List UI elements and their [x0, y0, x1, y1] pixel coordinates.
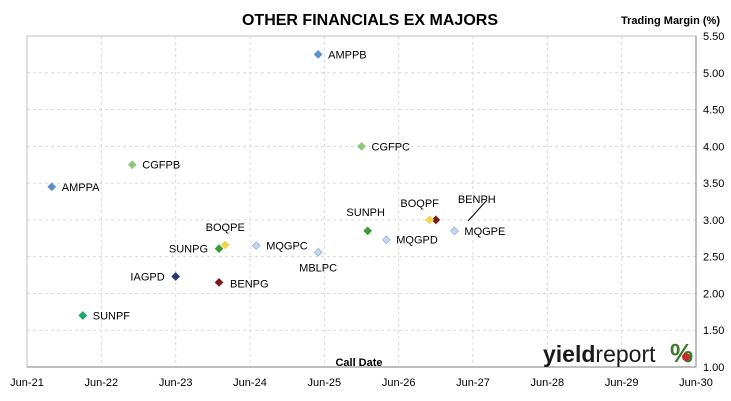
y-tick-label: 3.00 [703, 215, 724, 227]
y-tick-label: 1.50 [703, 325, 724, 337]
x-tick-label: Jun-25 [308, 377, 342, 389]
label-mqgpc: MQGPC [266, 241, 308, 253]
point-sunpf [78, 311, 88, 320]
y-tick-label: 4.50 [703, 105, 724, 117]
x-tick-label: Jun-23 [159, 377, 193, 389]
x-tick-labels: Jun-21 Jun-22 Jun-23 Jun-24 Jun-25 Jun-26 Jun-… [10, 377, 713, 389]
label-sunph: SUNPH [346, 207, 385, 219]
label-sunpg: SUNPG [169, 244, 208, 256]
y-tick-label: 5.50 [703, 31, 724, 43]
x-axis-title: Call Date [335, 357, 382, 369]
label-benpg: BENPG [230, 278, 269, 290]
label-cgfpc: CGFPC [372, 141, 411, 153]
label-sunpf: SUNPF [93, 311, 131, 323]
label-boqpe: BOQPE [206, 222, 245, 234]
x-tick-label: Jun-24 [233, 377, 267, 389]
x-tick-label: Jun-28 [531, 377, 565, 389]
point-cgfpc [357, 141, 366, 151]
svg-text:yieldreport: yieldreport [543, 341, 656, 367]
label-amppb: AMPPB [328, 49, 367, 61]
point-labels: AMPPB CGFPC CGFPB AMPPA BENPH BOQPF SUNPH MQGPE… [62, 49, 506, 322]
point-cgfpb [127, 160, 137, 170]
point-mqgpe [450, 226, 459, 236]
point-mqgpc [251, 241, 261, 250]
y-tick-label: 2.50 [703, 252, 724, 264]
gridlines [27, 36, 696, 367]
y-tick-label: 2.00 [703, 288, 724, 300]
label-amppa: AMPPA [62, 182, 100, 194]
logo-text-yield: yield [543, 341, 595, 367]
point-sunpg [214, 244, 224, 253]
y-tick-labels: 1.00 1.50 2.00 2.50 3.00 3.50 4.00 4.50 5.00 5.50 [703, 31, 724, 374]
y-tick-label: 5.00 [703, 68, 724, 80]
label-cgfpb: CGFPB [142, 160, 180, 172]
benph-leader-line [467, 199, 488, 222]
point-mqgpd [381, 235, 391, 245]
label-mqgpd: MQGPD [396, 235, 438, 247]
y-tick-label: 4.00 [703, 141, 724, 153]
data-points [47, 50, 459, 320]
y-tick-label: 3.50 [703, 178, 724, 190]
label-mqgpe: MQGPE [464, 226, 505, 238]
point-sunph [363, 226, 373, 236]
label-iagpd: IAGPD [130, 272, 164, 284]
yieldreport-logo: yieldreport % [543, 338, 693, 368]
x-tick-label: Jun-26 [382, 377, 416, 389]
point-benpg [214, 278, 224, 287]
point-amppb [313, 50, 323, 59]
logo-text-report: report [595, 341, 656, 367]
x-tick-label: Jun-27 [456, 377, 490, 389]
y-axis-title: Trading Margin (%) [621, 15, 720, 27]
point-amppa [47, 182, 57, 192]
point-benph [431, 215, 441, 225]
logo-percent-icon: % [670, 338, 693, 368]
label-benph: BENPH [458, 194, 496, 206]
x-tick-label: Jun-21 [10, 377, 44, 389]
point-mblpc [313, 247, 323, 257]
point-iagpd [171, 272, 181, 281]
label-boqpf: BOQPF [400, 198, 439, 210]
label-mblpc: MBLPC [299, 262, 337, 274]
x-tick-label: Jun-29 [605, 377, 639, 389]
point-boqpf [425, 215, 435, 225]
logo-percent-dot [682, 353, 690, 361]
y-tick-label: 1.00 [703, 362, 724, 374]
point-boqpe [220, 240, 230, 250]
x-tick-label: Jun-30 [679, 377, 713, 389]
x-tick-label: Jun-22 [85, 377, 119, 389]
chart-title: OTHER FINANCIALS EX MAJORS [242, 12, 498, 29]
